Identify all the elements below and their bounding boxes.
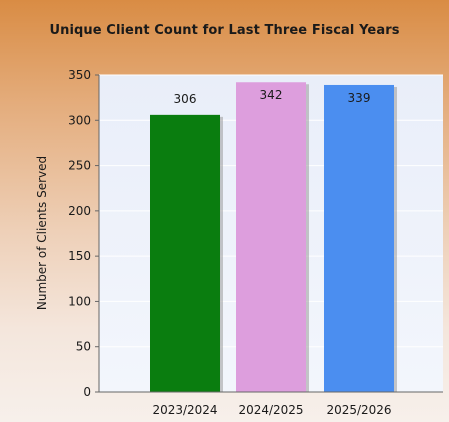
data-label: 342	[260, 88, 283, 102]
data-label: 306	[174, 92, 197, 106]
y-tick-label: 150	[68, 249, 91, 263]
bar-2023-2024[interactable]	[150, 114, 220, 392]
bar-2024-2025[interactable]	[236, 82, 306, 392]
y-tick-label: 0	[83, 385, 91, 399]
y-tick-label: 250	[68, 159, 91, 173]
bars	[150, 82, 397, 392]
x-tick-label: 2024/2025	[238, 403, 303, 417]
x-ticks: 2023/2024 2024/2025 2025/2026	[152, 403, 391, 417]
chart-title: Unique Client Count for Last Three Fisca…	[49, 23, 400, 38]
x-tick-label: 2023/2024	[152, 403, 217, 417]
y-tick-label: 50	[76, 340, 91, 354]
y-tick-label: 350	[68, 68, 91, 82]
data-labels: 306 342 339	[174, 88, 371, 106]
x-tick-label: 2025/2026	[326, 403, 391, 417]
y-tick-label: 300	[68, 113, 91, 127]
y-ticks: 0 50 100 150 200 250 300 350	[68, 68, 99, 399]
y-tick-label: 200	[68, 204, 91, 218]
y-tick-label: 100	[68, 294, 91, 308]
y-axis-title: Number of Clients Served	[35, 156, 49, 310]
data-label: 339	[348, 91, 371, 105]
bar-2025-2026[interactable]	[324, 84, 394, 392]
